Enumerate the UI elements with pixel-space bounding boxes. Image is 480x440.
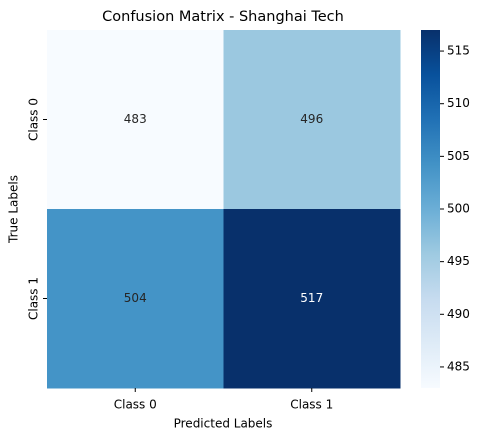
- colorbar-tick-label: 485: [447, 359, 470, 373]
- colorbar-tick-label: 495: [447, 254, 470, 268]
- colorbar-tick-label: 510: [447, 96, 470, 110]
- chart-title: Confusion Matrix - Shanghai Tech: [102, 9, 344, 25]
- colorbar-tick-label: 515: [447, 44, 470, 58]
- colorbar-tick-label: 490: [447, 307, 470, 321]
- y-tick-label: Class 0: [27, 98, 41, 141]
- heatmap-cell: [47, 30, 224, 210]
- x-tick-label: Class 0: [114, 398, 157, 412]
- heatmap-cell: [223, 209, 401, 389]
- x-axis-label: Predicted Labels: [174, 417, 273, 431]
- y-tick-label: Class 1: [27, 277, 41, 320]
- heatmap-cell: [223, 30, 401, 210]
- cell-label: 496: [300, 112, 323, 126]
- y-axis-label: True Labels: [7, 175, 21, 244]
- cell-label: 504: [124, 291, 147, 305]
- x-tick-label: Class 1: [290, 398, 333, 412]
- heatmap-cell: [47, 209, 224, 389]
- colorbar-tick-label: 500: [447, 202, 470, 216]
- cell-label: 483: [124, 112, 147, 126]
- colorbar-tick-label: 505: [447, 149, 470, 163]
- colorbar: [421, 30, 440, 388]
- cell-label: 517: [300, 291, 323, 305]
